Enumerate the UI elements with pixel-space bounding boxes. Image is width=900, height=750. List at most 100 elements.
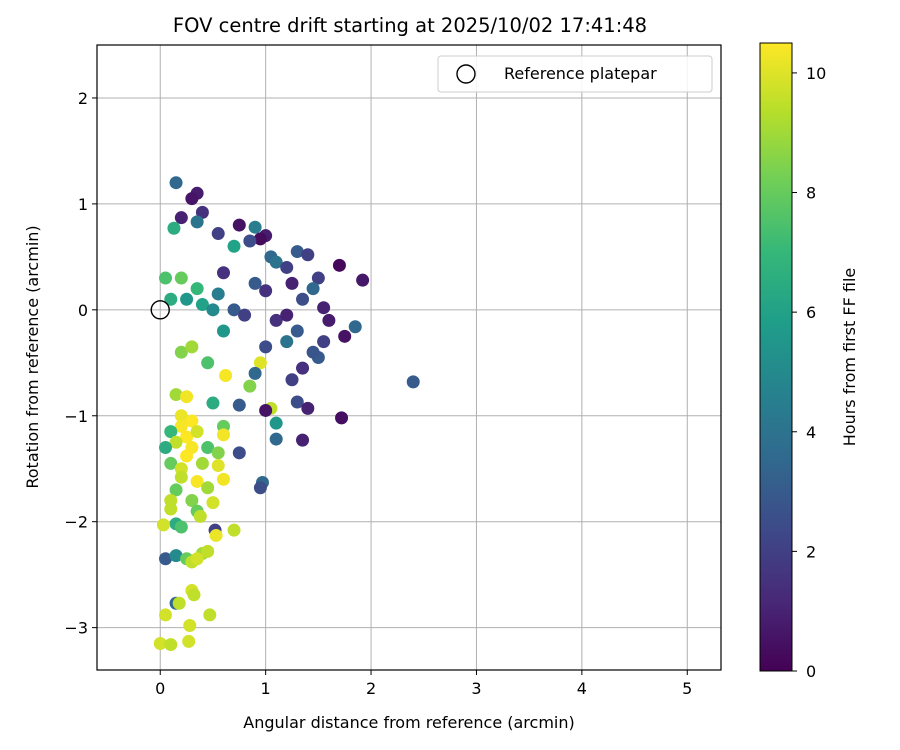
data-point bbox=[159, 608, 173, 622]
data-point bbox=[195, 205, 209, 219]
data-point bbox=[190, 552, 204, 566]
data-point bbox=[182, 634, 196, 648]
data-point bbox=[332, 258, 346, 272]
data-point bbox=[209, 528, 223, 542]
colorbar-gradient bbox=[759, 42, 793, 672]
data-point bbox=[253, 356, 267, 370]
data-point bbox=[280, 308, 294, 322]
data-point bbox=[301, 401, 315, 415]
data-point bbox=[238, 308, 252, 322]
data-point bbox=[185, 340, 199, 354]
data-point bbox=[201, 481, 215, 495]
x-axis-label: Angular distance from reference (arcmin) bbox=[243, 713, 574, 732]
data-point bbox=[219, 369, 233, 383]
data-point bbox=[174, 409, 188, 423]
data-point bbox=[248, 220, 262, 234]
data-points bbox=[150, 176, 420, 652]
data-point bbox=[248, 276, 262, 290]
data-point bbox=[206, 303, 220, 317]
data-point bbox=[317, 301, 331, 315]
data-point bbox=[164, 502, 178, 516]
data-point bbox=[211, 287, 225, 301]
data-point bbox=[259, 403, 273, 417]
x-tick-label: 5 bbox=[682, 679, 692, 698]
data-point bbox=[180, 292, 194, 306]
data-point bbox=[216, 324, 230, 338]
data-point bbox=[169, 549, 183, 563]
data-point bbox=[211, 227, 225, 241]
colorbar-tick-label: 2 bbox=[806, 542, 816, 561]
data-point bbox=[190, 215, 204, 229]
legend-entry-reference: Reference platepar bbox=[504, 64, 657, 83]
legend-box bbox=[437, 55, 713, 93]
x-tick-label: 3 bbox=[471, 679, 481, 698]
data-point bbox=[159, 552, 173, 566]
data-point bbox=[164, 456, 178, 470]
data-point bbox=[232, 446, 246, 460]
data-point bbox=[296, 361, 310, 375]
data-point bbox=[285, 373, 299, 387]
colorbar-tick-label: 4 bbox=[806, 423, 816, 442]
data-point bbox=[335, 411, 349, 425]
data-point bbox=[180, 449, 194, 463]
data-point bbox=[164, 425, 178, 439]
data-point bbox=[227, 239, 241, 253]
data-point bbox=[195, 456, 209, 470]
data-point bbox=[259, 284, 273, 298]
data-point bbox=[232, 218, 246, 232]
y-tick-label: −3 bbox=[64, 619, 88, 638]
data-point bbox=[290, 324, 304, 338]
data-point bbox=[243, 379, 257, 393]
data-point bbox=[322, 313, 336, 327]
colorbar-tick-label: 10 bbox=[806, 64, 826, 83]
data-point bbox=[253, 232, 267, 246]
data-point bbox=[164, 292, 178, 306]
data-point bbox=[285, 276, 299, 290]
reference-platepar-marker bbox=[150, 300, 170, 320]
data-point bbox=[174, 271, 188, 285]
data-point bbox=[169, 483, 183, 497]
data-point bbox=[243, 234, 257, 248]
data-point bbox=[211, 446, 225, 460]
data-point bbox=[227, 303, 241, 317]
data-point bbox=[169, 176, 183, 190]
data-point bbox=[216, 472, 230, 486]
colorbar-ticks: 0 2 4 6 8 10 bbox=[792, 64, 826, 681]
colorbar: 0 2 4 6 8 10 Hours from first FF file bbox=[759, 42, 859, 681]
data-point bbox=[193, 509, 207, 523]
x-tick-label: 0 bbox=[155, 679, 165, 698]
data-point bbox=[174, 345, 188, 359]
data-point bbox=[269, 255, 283, 269]
data-point bbox=[259, 340, 273, 354]
data-point bbox=[185, 414, 199, 428]
data-point bbox=[269, 416, 283, 430]
data-point bbox=[301, 248, 315, 262]
data-point bbox=[253, 481, 267, 495]
colorbar-tick-label: 6 bbox=[806, 303, 816, 322]
data-point bbox=[169, 435, 183, 449]
y-tick-label: 2 bbox=[78, 89, 88, 108]
data-point bbox=[311, 271, 325, 285]
data-point bbox=[167, 221, 181, 235]
data-point bbox=[183, 619, 197, 633]
colorbar-tick-label: 0 bbox=[806, 662, 816, 681]
colorbar-tick-label: 8 bbox=[806, 184, 816, 203]
y-axis-label: Rotation from reference (arcmin) bbox=[23, 225, 42, 488]
legend: Reference platepar bbox=[437, 55, 713, 93]
data-point bbox=[290, 245, 304, 259]
y-axis-ticks: 2 1 0 −1 −2 −3 bbox=[64, 89, 97, 638]
data-point bbox=[195, 298, 209, 312]
data-point bbox=[185, 494, 199, 508]
data-point bbox=[338, 329, 352, 343]
data-point bbox=[201, 441, 215, 455]
colorbar-label: Hours from first FF file bbox=[840, 268, 859, 447]
data-point bbox=[290, 395, 304, 409]
data-point bbox=[280, 260, 294, 274]
data-point bbox=[296, 433, 310, 447]
data-point bbox=[174, 211, 188, 225]
y-tick-label: −1 bbox=[64, 407, 88, 426]
legend-marker bbox=[456, 64, 476, 84]
data-point bbox=[248, 366, 262, 380]
plot-frame bbox=[96, 44, 722, 671]
